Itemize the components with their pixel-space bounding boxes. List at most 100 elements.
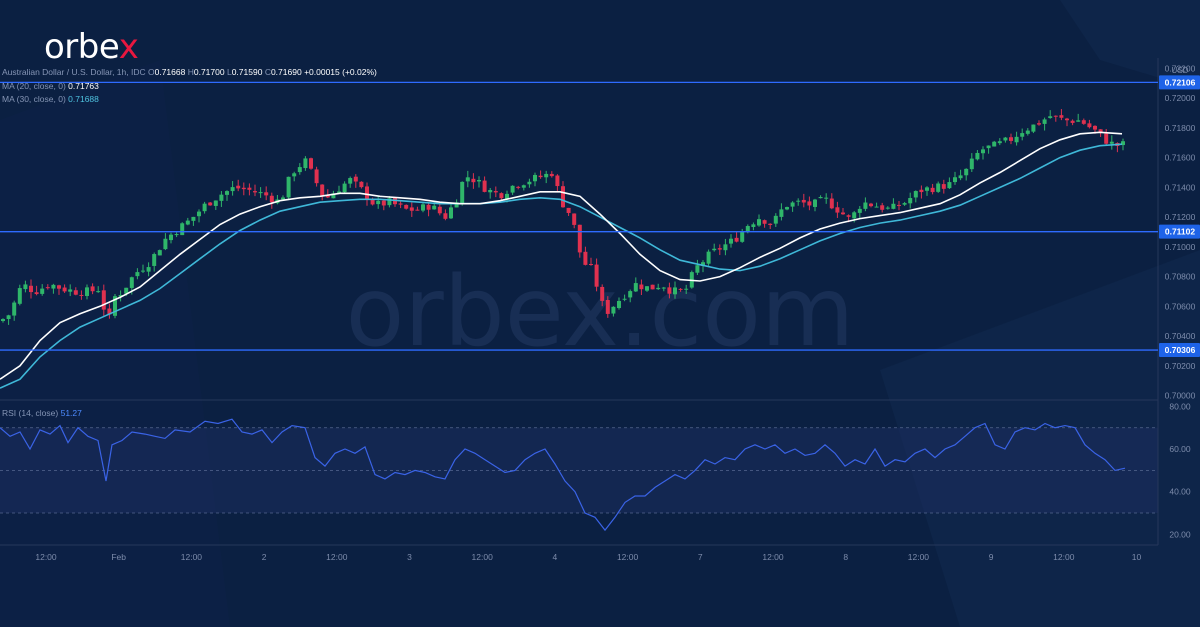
- candle-down: [678, 288, 683, 290]
- time-tick-label: 4: [553, 552, 558, 562]
- candle-up: [958, 175, 963, 179]
- candle-down: [107, 308, 112, 315]
- candle-down: [734, 237, 739, 242]
- time-tick-label: 12:00: [1053, 552, 1075, 562]
- candle-up: [785, 207, 789, 210]
- candle-down: [762, 220, 767, 224]
- candle-up: [673, 287, 677, 295]
- candle-up: [891, 203, 896, 209]
- candle-up: [908, 198, 913, 204]
- candle-down: [717, 248, 722, 250]
- candle-down: [398, 203, 403, 205]
- candle-down: [34, 292, 39, 295]
- candle-up: [874, 206, 879, 208]
- candle-up: [449, 207, 453, 219]
- candle-up: [544, 173, 549, 178]
- candle-down: [555, 175, 560, 187]
- candle-up: [96, 291, 101, 293]
- candle-down: [583, 251, 588, 265]
- candle-up: [169, 234, 173, 241]
- candle-up: [303, 158, 308, 169]
- close-value: 0.71690: [270, 67, 302, 77]
- open-label: O: [147, 67, 155, 77]
- ohlc-legend: Australian Dollar / U.S. Dollar, 1h, IDC…: [2, 68, 377, 77]
- price-tick-label: 0.70600: [1165, 301, 1196, 311]
- candle-up: [645, 286, 649, 291]
- candle-down: [443, 213, 448, 219]
- candle-up: [421, 204, 425, 211]
- candle-down: [353, 176, 358, 182]
- candle-up: [1003, 137, 1008, 141]
- candle-down: [309, 158, 313, 169]
- candle-up: [157, 250, 162, 256]
- candle-down: [253, 191, 257, 193]
- candle-down: [768, 223, 773, 225]
- candle-down: [869, 203, 873, 207]
- time-tick-label: Feb: [111, 552, 126, 562]
- time-tick-label: 12:00: [617, 552, 639, 562]
- candle-down: [404, 204, 409, 209]
- watermark-text: orbex.com: [346, 256, 855, 368]
- price-tick-label: 0.71000: [1165, 242, 1196, 252]
- ma30-value: 0.71688: [68, 94, 99, 104]
- low-value: 0.71590: [231, 67, 263, 77]
- time-tick-label: 3: [407, 552, 412, 562]
- time-tick-label: 8: [843, 552, 848, 562]
- price-tick-label: 0.72200: [1165, 63, 1196, 73]
- candle-up: [1076, 120, 1081, 122]
- candle-up: [661, 287, 666, 289]
- candle-up: [376, 200, 381, 205]
- candle-up: [387, 198, 392, 206]
- candle-down: [1009, 137, 1013, 141]
- time-tick-label: 9: [989, 552, 994, 562]
- candle-down: [320, 184, 325, 196]
- candle-down: [561, 186, 565, 208]
- candle-down: [370, 199, 375, 205]
- price-tick-label: 0.70000: [1165, 391, 1196, 401]
- candle-down: [482, 180, 487, 192]
- candle-down: [1098, 129, 1103, 133]
- price-tick-label: 0.70800: [1165, 272, 1196, 282]
- candle-down: [73, 290, 78, 295]
- candle-up: [163, 238, 168, 250]
- candle-up: [857, 208, 862, 213]
- candle-down: [45, 287, 50, 289]
- price-tick-label: 0.72000: [1165, 93, 1196, 103]
- candle-down: [605, 299, 610, 314]
- candle-up: [337, 191, 341, 193]
- candle-up: [885, 207, 890, 209]
- time-tick-label: 7: [698, 552, 703, 562]
- candle-down: [1070, 120, 1075, 123]
- level-tag: [1159, 75, 1200, 90]
- price-tick-label: 0.71400: [1165, 182, 1196, 192]
- close-label: C: [264, 67, 271, 77]
- ma20-legend: MA (20, close, 0) 0.71763: [2, 82, 99, 91]
- candle-down: [577, 224, 582, 253]
- candle-down: [1081, 120, 1086, 124]
- candle-up: [1, 319, 5, 322]
- candle-up: [813, 199, 817, 207]
- candle-up: [460, 181, 465, 204]
- candle-down: [835, 207, 840, 213]
- candle-up: [852, 212, 857, 219]
- candle-up: [129, 277, 134, 288]
- candle-down: [897, 204, 901, 206]
- candle-up: [1109, 141, 1114, 144]
- time-tick-label: 2: [262, 552, 267, 562]
- candle-down: [415, 209, 420, 211]
- candle-up: [505, 193, 509, 199]
- high-value: 0.71700: [193, 67, 225, 77]
- candle-down: [493, 191, 498, 193]
- candle-up: [1042, 119, 1047, 124]
- candle-up: [197, 211, 201, 217]
- candle-up: [527, 181, 532, 185]
- bg-shape: [1060, 0, 1200, 90]
- candle-up: [1031, 124, 1036, 132]
- candle-up: [975, 152, 980, 160]
- candle-down: [650, 284, 655, 290]
- candle-up: [185, 220, 190, 225]
- candle-up: [953, 177, 957, 183]
- candle-up: [331, 193, 336, 199]
- candle-down: [919, 189, 924, 193]
